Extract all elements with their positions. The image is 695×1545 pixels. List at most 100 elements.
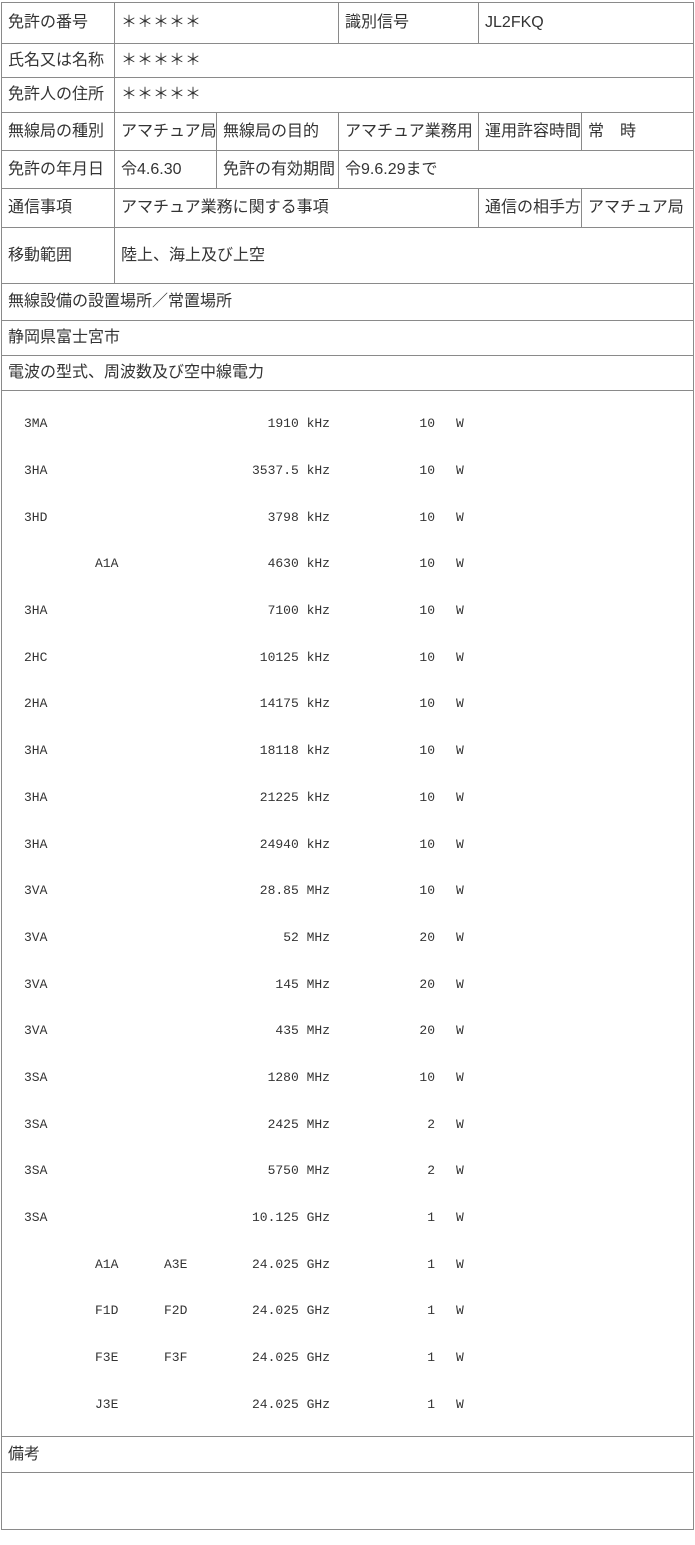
frequency-value: 1280 MHz — [267, 1070, 330, 1086]
row-licensee-address: 免許人の住所 ＊＊＊＊＊ — [1, 77, 695, 113]
power-value: 20 — [419, 976, 435, 992]
power-unit: W — [456, 976, 464, 992]
power-unit: W — [456, 416, 464, 432]
operating-hours-label: 運用許容時間 — [478, 112, 583, 151]
frequency-entry: 2HC 10125 kHz 10 W — [8, 634, 687, 681]
frequency-entry: 3HA 7100 kHz 10 W — [8, 588, 687, 635]
validity-period-value: 令9.6.29まで — [338, 150, 695, 189]
frequency-entry: A1A A3E 24.025 GHz 1 W — [8, 1241, 687, 1288]
frequency-entry: 3HA 18118 kHz 10 W — [8, 728, 687, 775]
power-unit: W — [456, 1023, 464, 1039]
power-value: 1 — [427, 1303, 435, 1319]
frequency-entry: 3VA 28.85 MHz 10 W — [8, 868, 687, 915]
operating-hours-value: 常 時 — [581, 112, 695, 151]
communication-party-label: 通信の相手方 — [478, 188, 583, 228]
frequency-entry: 2HA 14175 kHz 10 W — [8, 681, 687, 728]
power-value: 10 — [419, 1070, 435, 1086]
power-value: 10 — [419, 463, 435, 479]
power-unit: W — [456, 1396, 464, 1412]
row-communication-matters: 通信事項 アマチュア業務に関する事項 通信の相手方 アマチュア局 — [1, 188, 695, 228]
frequency-value: 435 MHz — [275, 1023, 330, 1039]
power-unit: W — [456, 1256, 464, 1272]
row-mobile-range: 移動範囲 陸上、海上及び上空 — [1, 227, 695, 284]
frequency-entry: 3HA 24940 kHz 10 W — [8, 821, 687, 868]
frequency-power-cell: 3MA 1910 kHz 10 W 3HA 3537.5 kHz 10 W 3H… — [0, 389, 695, 1438]
frequency-entry: 3SA 2425 MHz 2 W — [8, 1101, 687, 1148]
power-unit: W — [456, 836, 464, 852]
frequency-entry: F3E F3F 24.025 GHz 1 W — [8, 1335, 687, 1382]
power-unit: W — [456, 603, 464, 619]
row-license-date: 免許の年月日 令4.6.30 免許の有効期間 令9.6.29まで — [1, 150, 695, 189]
frequency-entry: 3VA 52 MHz 20 W — [8, 915, 687, 962]
emission-code-primary: 3HA — [24, 790, 48, 806]
frequency-entry: 3HA 3537.5 kHz 10 W — [8, 448, 687, 495]
power-unit: W — [456, 463, 464, 479]
emission-spec-header: 電波の型式、周波数及び空中線電力 — [0, 355, 695, 391]
power-unit: W — [456, 743, 464, 759]
emission-code-tertiary: A3E — [164, 1256, 188, 1272]
power-unit: W — [456, 1116, 464, 1132]
power-value: 1 — [427, 1396, 435, 1412]
license-date-label: 免許の年月日 — [1, 150, 115, 189]
row-station-type: 無線局の種別 アマチュア局 無線局の目的 アマチュア業務用 運用許容時間 常 時 — [1, 112, 695, 151]
station-type-value: アマチュア局 — [114, 112, 217, 151]
emission-code-primary: 3SA — [24, 1116, 48, 1132]
frequency-value: 52 MHz — [283, 930, 330, 946]
emission-code-primary: 3VA — [24, 976, 48, 992]
licensee-name-value: ＊＊＊＊＊ — [113, 43, 695, 78]
power-value: 10 — [419, 743, 435, 759]
frequency-value: 3798 kHz — [267, 509, 330, 525]
power-value: 20 — [419, 1023, 435, 1039]
power-unit: W — [456, 1303, 464, 1319]
installation-location-value: 静岡県富士宮市 — [0, 320, 695, 356]
frequency-value: 24.025 GHz — [251, 1350, 330, 1366]
emission-code-primary: 3SA — [24, 1210, 48, 1226]
validity-period-label: 免許の有効期間 — [215, 150, 340, 189]
power-value: 10 — [419, 416, 435, 432]
communication-party-value: アマチュア局 — [581, 188, 695, 228]
power-value: 1 — [427, 1210, 435, 1226]
frequency-value: 14175 kHz — [259, 696, 330, 712]
remarks-label: 備考 — [0, 1436, 695, 1474]
frequency-value: 4630 kHz — [267, 556, 330, 572]
licensee-address-value: ＊＊＊＊＊ — [113, 77, 695, 113]
power-unit: W — [456, 1070, 464, 1086]
frequency-value: 24.025 GHz — [251, 1396, 330, 1412]
callsign-value: JL2FKQ — [478, 2, 695, 44]
frequency-value: 21225 kHz — [259, 790, 330, 806]
emission-code-secondary: J3E — [95, 1396, 119, 1412]
frequency-value: 24.025 GHz — [251, 1256, 330, 1272]
power-value: 10 — [419, 696, 435, 712]
emission-code-primary: 3HA — [24, 836, 48, 852]
station-purpose-value: アマチュア業務用 — [338, 112, 480, 151]
power-value: 10 — [419, 649, 435, 665]
power-unit: W — [456, 649, 464, 665]
power-value: 10 — [419, 790, 435, 806]
mobile-range-label: 移動範囲 — [1, 227, 115, 284]
emission-code-primary: 2HA — [24, 696, 48, 712]
license-number-value: ＊＊＊＊＊ — [113, 2, 340, 44]
emission-code-secondary: F3E — [95, 1350, 119, 1366]
power-unit: W — [456, 1350, 464, 1366]
station-purpose-label: 無線局の目的 — [215, 112, 340, 151]
frequency-value: 24940 kHz — [259, 836, 330, 852]
emission-code-primary: 3HA — [24, 463, 48, 479]
power-unit: W — [456, 509, 464, 525]
power-value: 1 — [427, 1256, 435, 1272]
emission-code-primary: 3HA — [24, 603, 48, 619]
row-location-value: 静岡県富士宮市 — [0, 320, 695, 356]
power-value: 1 — [427, 1350, 435, 1366]
power-value: 10 — [419, 836, 435, 852]
license-number-label: 免許の番号 — [1, 2, 115, 44]
emission-code-primary: 2HC — [24, 649, 48, 665]
frequency-value: 3537.5 kHz — [251, 463, 330, 479]
callsign-label: 識別信号 — [338, 2, 480, 44]
frequency-entry: 3VA 145 MHz 20 W — [8, 961, 687, 1008]
power-unit: W — [456, 556, 464, 572]
installation-location-header: 無線設備の設置場所／常置場所 — [0, 283, 695, 321]
emission-code-primary: 3SA — [24, 1163, 48, 1179]
emission-code-secondary: A1A — [95, 1256, 119, 1272]
frequency-value: 5750 MHz — [267, 1163, 330, 1179]
emission-code-primary: 3VA — [24, 883, 48, 899]
